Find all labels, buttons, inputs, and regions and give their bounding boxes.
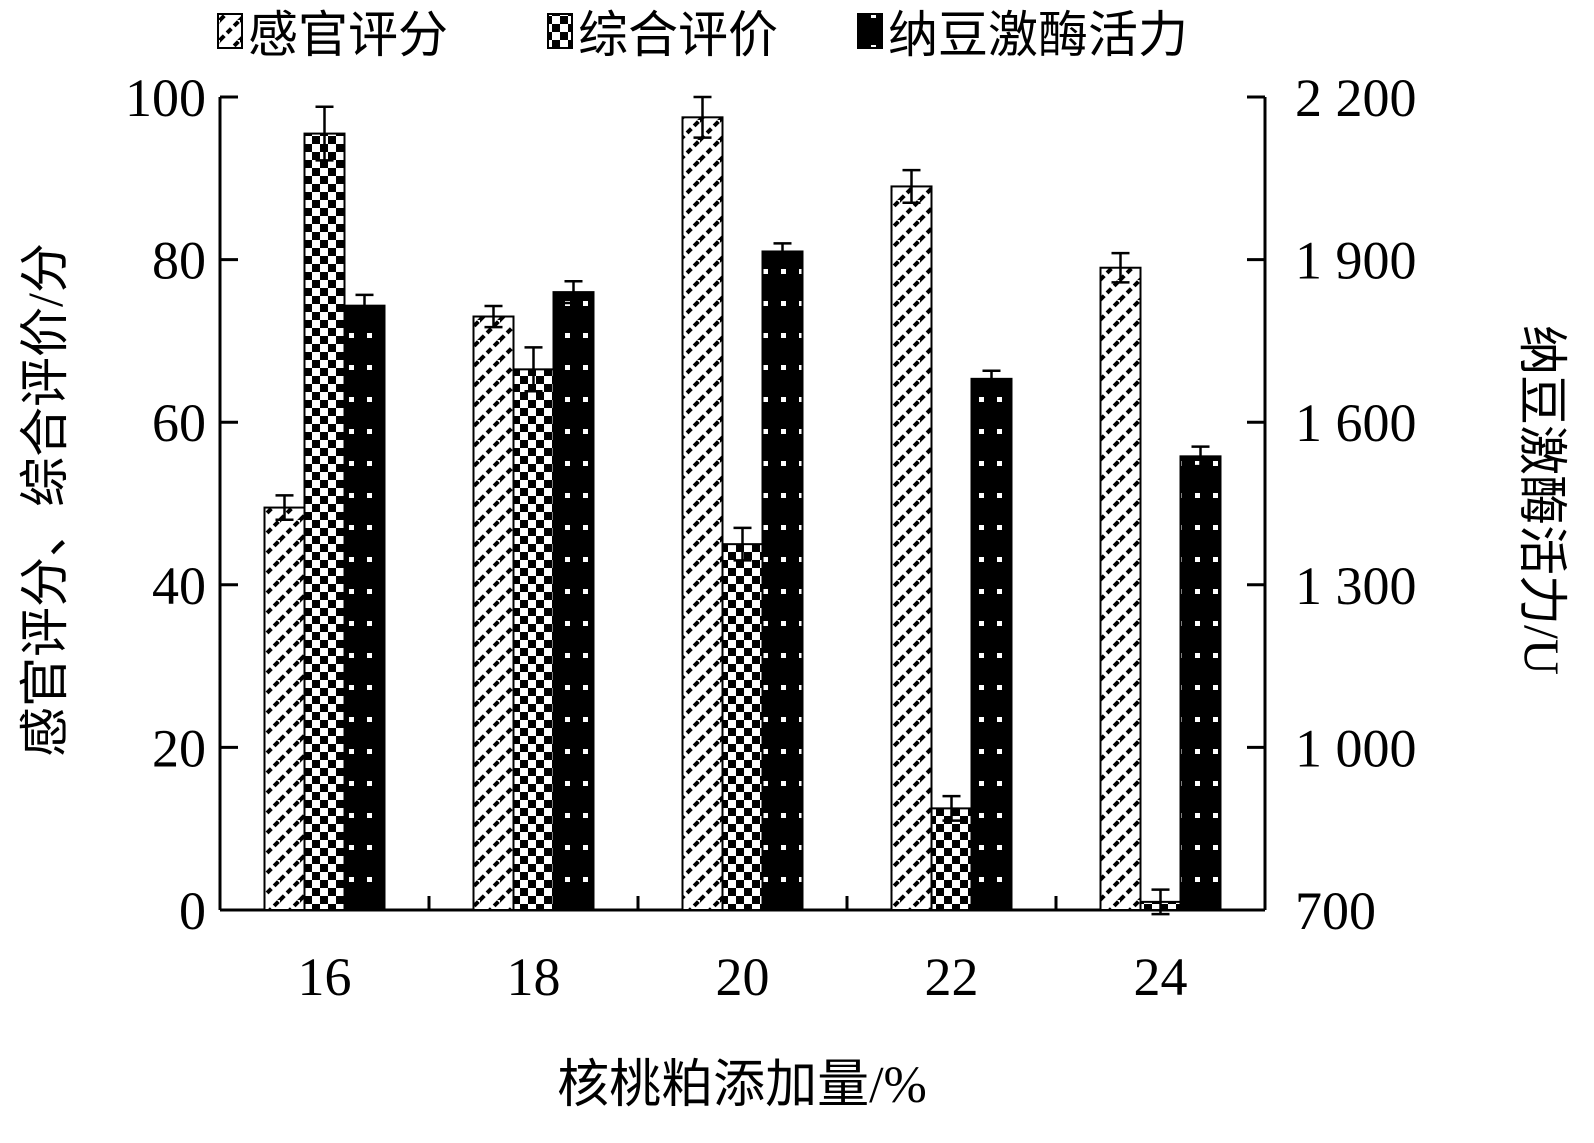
left-tick-label: 0	[179, 881, 206, 941]
x-tick-label: 20	[716, 947, 770, 1007]
bar-checker	[930, 807, 973, 911]
y-right-axis-title: 纳豆激酶活力/U	[1514, 325, 1570, 675]
left-tick-label: 20	[152, 718, 206, 778]
legend-label-overall: 综合评价	[578, 7, 778, 63]
bar-diagonal	[890, 185, 933, 911]
bar-dots	[343, 304, 386, 912]
left-tick-label: 60	[152, 393, 206, 453]
legend-swatch-overall	[547, 13, 573, 49]
right-tick-label: 1 000	[1295, 718, 1417, 778]
bars	[263, 95, 1222, 916]
x-axis-ticks: 16 18 20 22 24	[218, 896, 1267, 1007]
left-tick-label: 100	[125, 68, 206, 128]
legend-item-sensory: 感官评分	[217, 7, 448, 63]
bar-dots	[1179, 455, 1222, 911]
bar-dots	[552, 291, 595, 911]
bar-diagonal	[472, 315, 515, 911]
x-tick-label: 22	[925, 947, 979, 1007]
right-tick-label: 1 900	[1295, 231, 1417, 291]
y-left-axis-title: 感官评分、综合评价/分	[17, 243, 73, 757]
bar-diagonal	[681, 116, 724, 911]
bar-checker	[721, 543, 764, 912]
left-tick-label: 40	[152, 556, 206, 616]
legend: 感官评分 综合评价 纳豆激酶活力	[217, 7, 1188, 63]
x-axis-title: 核桃粕添加量/%	[557, 1057, 927, 1114]
x-tick-label: 24	[1134, 947, 1188, 1007]
x-tick-label: 18	[507, 947, 561, 1007]
bar-checker	[303, 132, 346, 911]
legend-swatch-sensory	[217, 13, 243, 49]
x-tick-label: 16	[298, 947, 352, 1007]
legend-swatch-enzyme	[857, 13, 883, 49]
bar-diagonal	[1099, 266, 1142, 912]
legend-label-enzyme: 纳豆激酶活力	[888, 7, 1188, 63]
left-axis-ticks: 0 20 40 60 80 100	[125, 68, 238, 941]
bar-diagonal	[263, 506, 306, 911]
right-axis-ticks: 700 1 000 1 300 1 600 1 900 2 200	[1247, 68, 1417, 941]
left-tick-label: 80	[152, 231, 206, 291]
right-tick-label: 700	[1295, 881, 1376, 941]
right-tick-label: 2 200	[1295, 68, 1417, 128]
bar-checker	[512, 368, 555, 912]
legend-item-enzyme: 纳豆激酶活力	[857, 7, 1188, 63]
legend-item-overall: 综合评价	[547, 7, 778, 63]
right-tick-label: 1 300	[1295, 556, 1417, 616]
right-tick-label: 1 600	[1295, 393, 1417, 453]
bar-dots	[761, 250, 804, 912]
bar-dots	[970, 377, 1013, 911]
legend-label-sensory: 感官评分	[248, 7, 448, 63]
